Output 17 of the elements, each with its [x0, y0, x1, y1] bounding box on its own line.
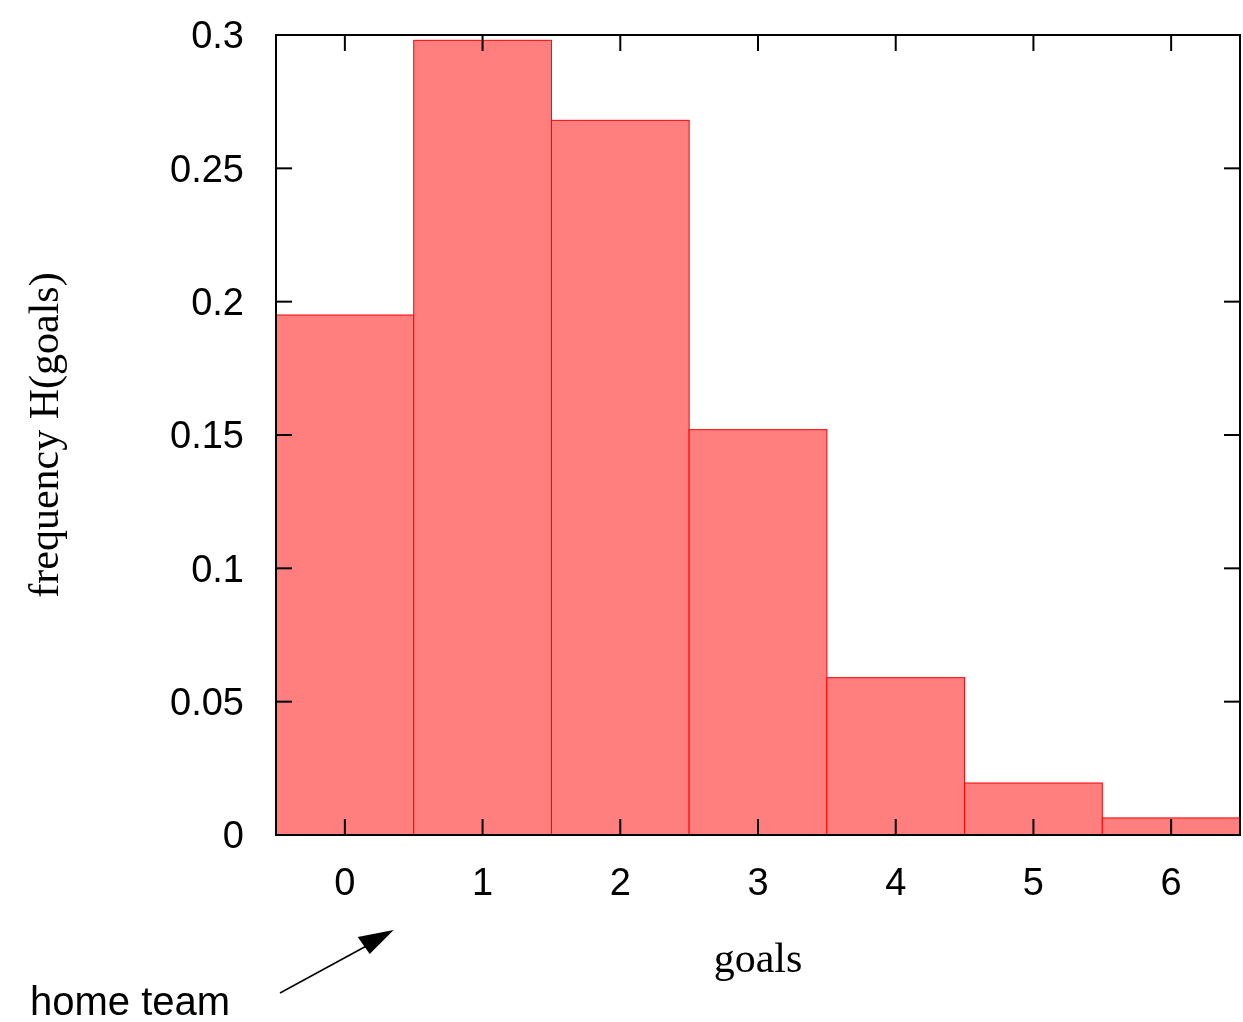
y-axis-title: frequency H(goals) — [21, 272, 68, 598]
x-tick-label: 5 — [1022, 861, 1044, 903]
x-tick-label: 6 — [1160, 861, 1182, 903]
y-tick-label: 0.15 — [170, 414, 244, 457]
x-tick-label: 3 — [747, 861, 769, 903]
x-tick-label: 0 — [334, 861, 356, 903]
x-tick-label: 2 — [609, 861, 631, 903]
text: home team — [30, 979, 231, 1022]
x-tick-label: 4 — [885, 861, 907, 903]
y-tick-label: 0.25 — [170, 147, 244, 190]
y-tick-label: 0.2 — [191, 280, 244, 323]
x-axis-title: goals — [713, 935, 803, 981]
y-tick-label: 0.3 — [191, 14, 244, 57]
y-tick-label: 0 — [222, 814, 244, 857]
y-tick-label: 0.05 — [170, 680, 244, 723]
x-tick-label: 1 — [472, 861, 494, 903]
y-tick-label: 0.1 — [191, 547, 244, 590]
